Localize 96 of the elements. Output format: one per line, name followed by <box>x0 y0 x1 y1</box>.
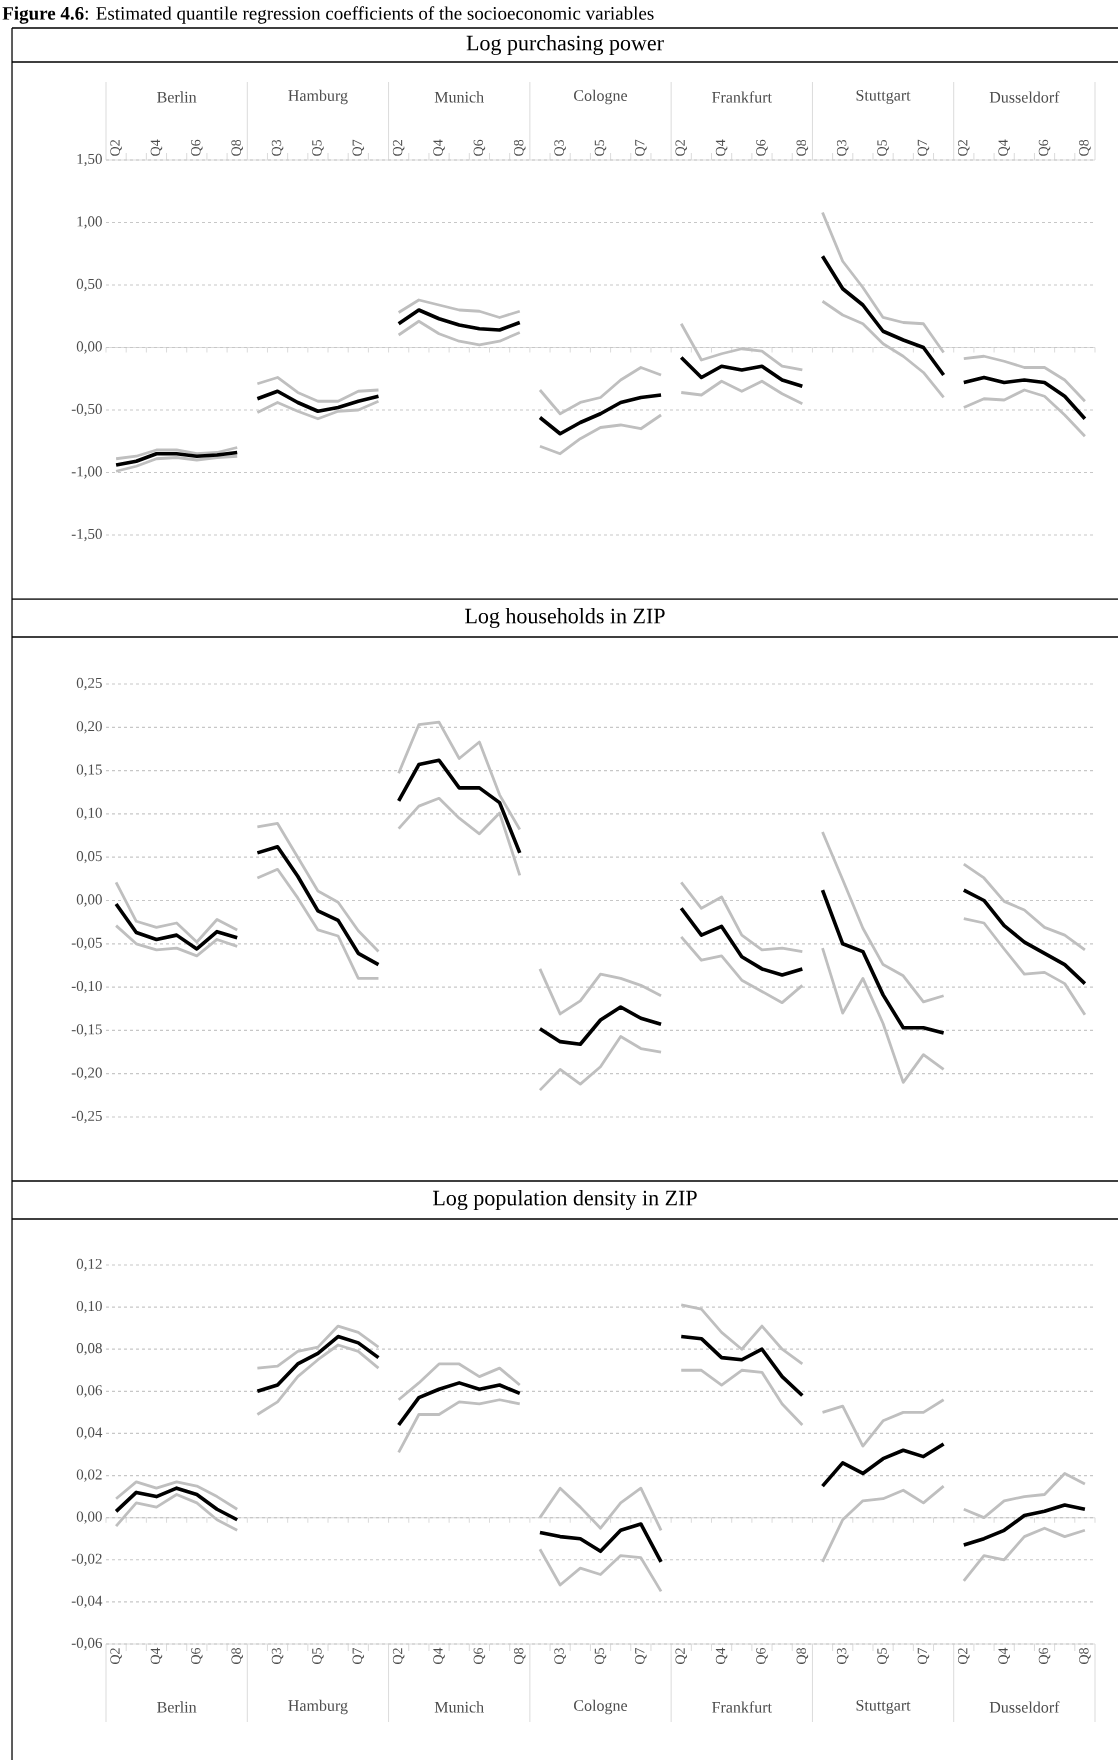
x-tick-label: Q2 <box>675 140 688 156</box>
text: Berlin <box>157 91 197 103</box>
x-tick-label: Q4 <box>998 139 1010 156</box>
x-tick-label: Q5 <box>594 139 607 156</box>
x-tick-label: Q3 <box>554 139 566 156</box>
x-tick-label: Q6 <box>191 1647 203 1665</box>
x-tick-label: Q2 <box>958 1648 970 1665</box>
x-tick-label: Q3 <box>836 139 849 156</box>
y-tick-label: 0,05 <box>76 851 102 864</box>
y-tick-label: -0,20 <box>71 1067 102 1080</box>
x-tick-label: Q4 <box>715 139 728 156</box>
x-tick-label: Q2 <box>675 1648 688 1665</box>
x-tick-label: Q8 <box>1079 1648 1091 1665</box>
y-tick-label: 0,00 <box>76 1511 102 1524</box>
x-tick-label: Q4 <box>433 1647 445 1665</box>
y-tick-label: -0,25 <box>71 1110 102 1124</box>
y-tick-label: 0,10 <box>76 1300 102 1314</box>
x-tick-label: Q2 <box>392 140 405 156</box>
text: Dusseldorf <box>989 1701 1060 1713</box>
x-tick-label: Q6 <box>473 1647 486 1665</box>
y-tick-label: -0,10 <box>71 980 102 994</box>
x-tick-label: Q5 <box>877 139 889 156</box>
x-tick-label: Q8 <box>796 139 809 156</box>
x-tick-label: Q6 <box>473 139 486 156</box>
x-tick-label: Q8 <box>1079 139 1091 156</box>
x-tick-label: Q5 <box>312 139 324 156</box>
x-tick-label: Q3 <box>554 1648 566 1665</box>
x-tick-label: Q7 <box>352 1647 365 1665</box>
x-tick-label: Q2 <box>110 1648 122 1665</box>
text: Munich <box>434 1701 484 1713</box>
chart-subtitle: Log purchasing power <box>466 34 664 55</box>
text: Berlin <box>157 1701 197 1713</box>
x-tick-label: Q5 <box>877 1648 889 1665</box>
y-tick-label: 1,00 <box>77 216 102 229</box>
text: Cologne <box>574 1699 628 1715</box>
text: Stuttgart <box>856 89 911 105</box>
x-tick-label: Q3 <box>271 139 284 156</box>
x-tick-label: Q2 <box>958 140 970 156</box>
text: Stuttgart <box>856 1699 911 1715</box>
x-tick-label: Q5 <box>312 1648 324 1665</box>
y-tick-label: -1,50 <box>71 528 102 542</box>
x-tick-label: Q4 <box>998 1647 1010 1665</box>
x-tick-label: Q8 <box>796 1648 809 1665</box>
y-tick-label: 0,04 <box>76 1427 103 1440</box>
y-tick-label: 0,00 <box>76 341 102 354</box>
x-tick-label: Q7 <box>635 139 647 156</box>
x-tick-label: Q8 <box>513 139 526 156</box>
x-tick-label: Q7 <box>352 139 365 156</box>
y-tick-label: -0,50 <box>71 403 102 417</box>
chart-title: Figure 4.6: Estimated quantile regression coefficients of the socioeconomic variables <box>2 6 654 24</box>
text: Hamburg <box>288 89 348 105</box>
x-tick-label: Q3 <box>271 1648 284 1665</box>
x-tick-label: Q6 <box>1038 139 1051 156</box>
x-tick-label: Q4 <box>715 1647 728 1665</box>
y-tick-label: 0,10 <box>76 807 102 821</box>
text: Hamburg <box>288 1699 348 1715</box>
y-tick-label: 0,00 <box>76 894 102 907</box>
text: Frankfurt <box>712 91 772 103</box>
y-tick-label: -0,04 <box>71 1595 103 1609</box>
x-tick-label: Q6 <box>191 139 203 156</box>
chart-title: Log households in ZIP <box>465 607 665 628</box>
x-tick-label: Q8 <box>513 1648 526 1665</box>
y-tick-label: -1,00 <box>71 466 102 479</box>
x-tick-label: Q6 <box>756 139 768 156</box>
x-tick-label: Q7 <box>917 1647 930 1665</box>
y-tick-label: -0,15 <box>71 1024 102 1037</box>
x-tick-label: Q5 <box>594 1648 607 1665</box>
x-tick-label: Q2 <box>392 1648 405 1665</box>
y-tick-label: 1,50 <box>77 153 102 167</box>
x-tick-label: Q4 <box>433 139 445 156</box>
x-tick-label: Q7 <box>635 1647 647 1665</box>
x-tick-label: Q8 <box>231 1648 243 1665</box>
y-tick-label: 0,50 <box>76 278 102 292</box>
y-tick-label: 0,15 <box>76 764 102 777</box>
y-tick-label: 0,12 <box>76 1258 102 1272</box>
x-tick-label: Q7 <box>917 139 930 156</box>
x-tick-label: Q4 <box>150 1647 163 1665</box>
text: Munich <box>434 91 484 103</box>
x-tick-label: Q4 <box>150 139 163 156</box>
y-tick-label: -0,02 <box>71 1553 102 1566</box>
y-tick-label: 0,06 <box>76 1385 103 1398</box>
y-tick-label: 0,08 <box>76 1343 102 1356</box>
text: Cologne <box>574 89 628 105</box>
y-tick-label: -0,05 <box>71 937 102 950</box>
x-tick-label: Q6 <box>1038 1647 1051 1665</box>
x-tick-label: Q2 <box>110 140 122 156</box>
x-tick-label: Q3 <box>836 1648 849 1665</box>
y-tick-label: -0,06 <box>71 1637 103 1651</box>
chart-title: Log population density in ZIP <box>433 1189 697 1210</box>
x-tick-label: Q6 <box>756 1647 768 1665</box>
x-tick-label: Q8 <box>231 139 243 156</box>
text: Dusseldorf <box>989 91 1060 103</box>
y-tick-label: 0,25 <box>76 677 102 691</box>
text: Frankfurt <box>712 1701 772 1713</box>
y-tick-label: 0,20 <box>76 721 102 734</box>
y-tick-label: 0,02 <box>76 1469 102 1482</box>
